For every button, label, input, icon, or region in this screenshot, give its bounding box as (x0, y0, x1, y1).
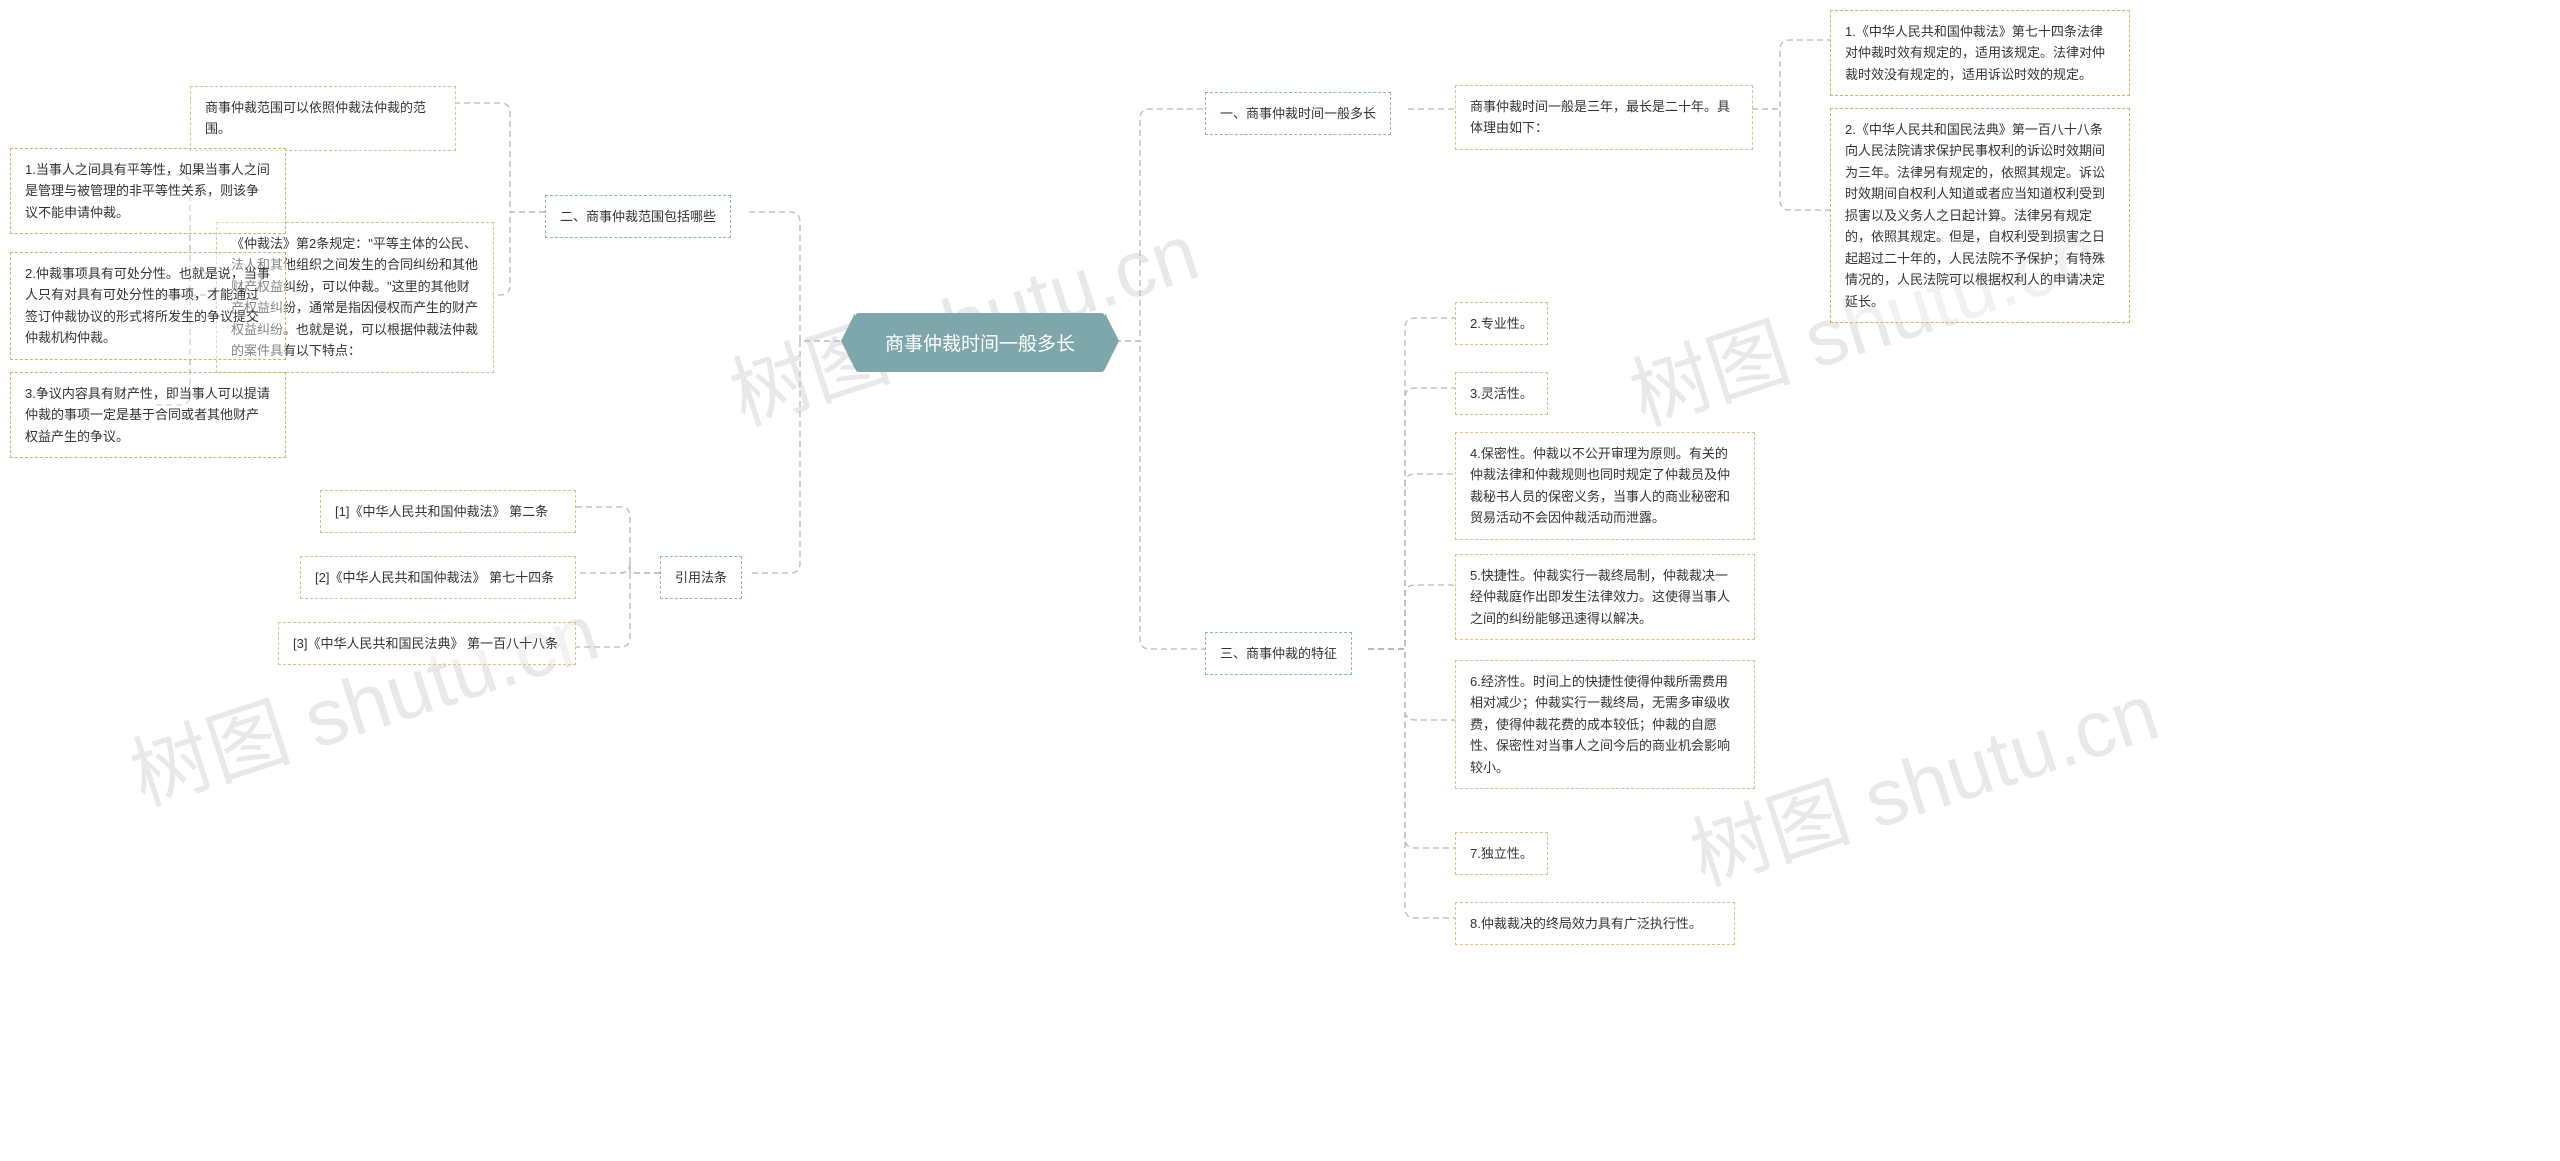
node-r2c[interactable]: 4.保密性。仲裁以不公开审理为原则。有关的仲裁法律和仲裁规则也同时规定了仲裁员及… (1455, 432, 1755, 540)
node-r2g[interactable]: 8.仲裁裁决的终局效力具有广泛执行性。 (1455, 902, 1735, 945)
node-l1a[interactable]: 商事仲裁范围可以依照仲裁法仲裁的范围。 (190, 86, 456, 151)
branch-l1[interactable]: 二、商事仲裁范围包括哪些 (545, 195, 731, 238)
node-r2d[interactable]: 5.快捷性。仲裁实行一裁终局制，仲裁裁决一经仲裁庭作出即发生法律效力。这使得当事… (1455, 554, 1755, 640)
branch-r1[interactable]: 一、商事仲裁时间一般多长 (1205, 92, 1391, 135)
node-l1b3[interactable]: 3.争议内容具有财产性，即当事人可以提请仲裁的事项一定是基于合同或者其他财产权益… (10, 372, 286, 458)
node-l1b1[interactable]: 1.当事人之间具有平等性，如果当事人之间是管理与被管理的非平等性关系，则该争议不… (10, 148, 286, 234)
node-r2e[interactable]: 6.经济性。时间上的快捷性使得仲裁所需费用相对减少；仲裁实行一裁终局，无需多审级… (1455, 660, 1755, 789)
watermark: 树图 shutu.cn (114, 568, 611, 828)
node-l2b[interactable]: [2]《中华人民共和国仲裁法》 第七十四条 (300, 556, 576, 599)
node-r1a[interactable]: 商事仲裁时间一般是三年，最长是二十年。具体理由如下： (1455, 85, 1753, 150)
node-r2b[interactable]: 3.灵活性。 (1455, 372, 1548, 415)
node-r2a[interactable]: 2.专业性。 (1455, 302, 1548, 345)
node-r1a1[interactable]: 1.《中华人民共和国仲裁法》第七十四条法律对仲裁时效有规定的，适用该规定。法律对… (1830, 10, 2130, 96)
node-l2a[interactable]: [1]《中华人民共和国仲裁法》 第二条 (320, 490, 576, 533)
node-r2f[interactable]: 7.独立性。 (1455, 832, 1548, 875)
branch-l2[interactable]: 引用法条 (660, 556, 742, 599)
branch-r2[interactable]: 三、商事仲裁的特征 (1205, 632, 1352, 675)
node-l2c[interactable]: [3]《中华人民共和国民法典》 第一百八十八条 (278, 622, 576, 665)
node-l1b2[interactable]: 2.仲裁事项具有可处分性。也就是说，当事人只有对具有可处分性的事项，才能通过签订… (10, 252, 286, 360)
root-node[interactable]: 商事仲裁时间一般多长 (855, 313, 1105, 372)
node-r1a2[interactable]: 2.《中华人民共和国民法典》第一百八十八条向人民法院请求保护民事权利的诉讼时效期… (1830, 108, 2130, 323)
